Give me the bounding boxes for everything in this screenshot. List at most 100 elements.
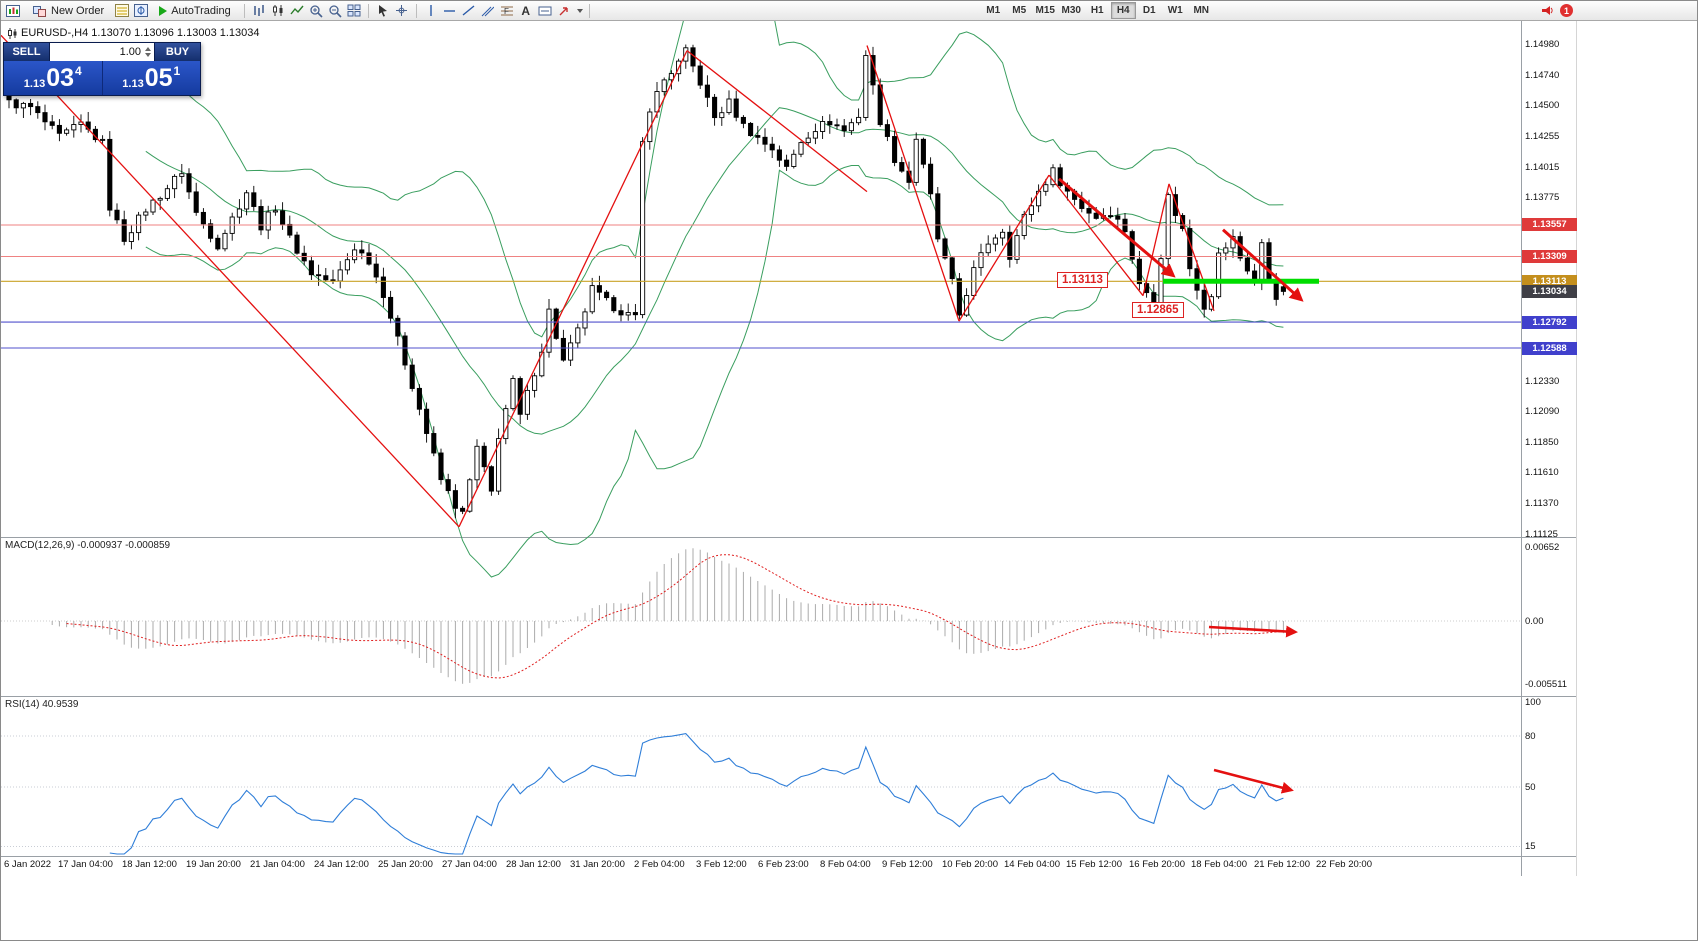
level-price-badge: 1.13309 — [1522, 249, 1577, 263]
alert-icon[interactable] — [1539, 3, 1555, 19]
time-tick-label: 21 Jan 04:00 — [250, 859, 305, 870]
volume-down-icon[interactable] — [145, 53, 151, 57]
symbol-chart-icon — [8, 27, 17, 39]
timeframe-h1[interactable]: H1 — [1090, 5, 1104, 16]
level-price-badge: 1.12792 — [1522, 315, 1577, 329]
text-tool-icon[interactable]: A — [518, 3, 534, 19]
macd-tick-label: 0.00 — [1525, 616, 1544, 627]
vertical-line-icon[interactable] — [423, 3, 439, 19]
time-tick-label: 14 Feb 04:00 — [1004, 859, 1060, 870]
new-order-label: New Order — [51, 4, 105, 17]
sell-price-sup: 4 — [75, 64, 82, 78]
chart-ohlc-header: EURUSD-,H4 1.13070 1.13096 1.13003 1.130… — [7, 27, 260, 39]
zoom-out-icon[interactable] — [327, 3, 343, 19]
autotrading-button[interactable]: AutoTrading — [152, 2, 238, 19]
market-watch-icon[interactable] — [114, 3, 130, 19]
rsi-tick-label: 100 — [1525, 696, 1541, 708]
tile-windows-icon[interactable] — [346, 3, 362, 19]
ohlc-text: EURUSD-,H4 1.13070 1.13096 1.13003 1.130… — [21, 27, 260, 39]
price-tick-label: 1.14500 — [1525, 100, 1560, 112]
buy-price-big: 05 — [144, 64, 173, 92]
time-tick-label: 25 Jan 20:00 — [378, 859, 433, 870]
price-tick-label: 1.12090 — [1525, 406, 1560, 418]
timeframe-mn[interactable]: MN — [1193, 5, 1209, 16]
toolbar: New Order AutoTrading F A M1 M5 M15 — [1, 1, 1697, 21]
cursor-icon[interactable] — [375, 3, 391, 19]
price-tick-label: 1.11370 — [1525, 497, 1559, 509]
time-tick-label: 8 Feb 04:00 — [820, 859, 871, 870]
text-label-icon[interactable] — [537, 3, 553, 19]
svg-text:F: F — [504, 7, 509, 16]
timeframe-h4[interactable]: H4 — [1110, 2, 1136, 19]
time-tick-label: 27 Jan 04:00 — [442, 859, 497, 870]
price-tick-label: 1.13775 — [1525, 192, 1560, 204]
arrow-tools-caret-icon[interactable] — [576, 8, 583, 13]
price-tick-label: 1.14255 — [1525, 131, 1560, 143]
timeframe-m30[interactable]: M30 — [1061, 5, 1081, 16]
rsi-label: RSI(14) 40.9539 — [5, 699, 79, 710]
one-click-trade-panel: SELL 1.00 BUY 1.13 03 4 1.13 05 1 — [3, 42, 201, 96]
new-order-button[interactable]: New Order — [24, 2, 111, 19]
buy-price[interactable]: 1.13 05 1 — [101, 61, 201, 95]
new-order-icon — [31, 3, 47, 19]
sell-price[interactable]: 1.13 03 4 — [4, 61, 102, 95]
time-tick-label: 6 Feb 23:00 — [758, 859, 809, 870]
horizontal-line-icon[interactable] — [442, 3, 458, 19]
price-tick-label: 1.12330 — [1525, 375, 1560, 387]
toolbar-separator — [243, 3, 245, 18]
time-tick-label: 19 Jan 20:00 — [186, 859, 241, 870]
timeframe-m1[interactable]: M1 — [986, 5, 1001, 16]
price-tick-label: 1.11125 — [1525, 528, 1558, 540]
timeframe-d1[interactable]: D1 — [1142, 5, 1156, 16]
equidistant-channel-icon[interactable] — [480, 3, 496, 19]
time-tick-label: 28 Jan 12:00 — [506, 859, 561, 870]
rsi-tick-label: 80 — [1525, 730, 1536, 742]
time-tick-label: 9 Feb 12:00 — [882, 859, 933, 870]
bar-chart-icon[interactable] — [251, 3, 267, 19]
volume-input[interactable]: 1.00 — [49, 43, 155, 61]
level-price-badge: 1.13113 — [1522, 274, 1577, 288]
price-tick-label: 1.11850 — [1525, 436, 1559, 448]
time-tick-label: 3 Feb 12:00 — [696, 859, 747, 870]
fibonacci-icon[interactable]: F — [499, 3, 515, 19]
time-tick-label: 10 Feb 20:00 — [942, 859, 998, 870]
navigator-icon[interactable] — [133, 3, 149, 19]
time-tick-label: 6 Jan 2022 — [4, 859, 52, 870]
buy-button[interactable]: BUY — [155, 43, 200, 61]
notification-badge[interactable]: 1 — [1560, 4, 1573, 17]
candlestick-chart-icon[interactable] — [270, 3, 286, 19]
price-callout: 1.13113 — [1057, 272, 1108, 288]
time-tick-label: 2 Feb 04:00 — [634, 859, 685, 870]
price-tick-label: 1.14015 — [1525, 161, 1560, 173]
time-tick-label: 18 Jan 12:00 — [122, 859, 177, 870]
level-price-badge: 1.13557 — [1522, 218, 1577, 232]
timeframe-m5[interactable]: M5 — [1012, 5, 1027, 16]
price-tick-label: 1.14980 — [1525, 39, 1560, 51]
volume-stepper[interactable] — [145, 47, 151, 57]
arrow-tools-icon[interactable] — [556, 3, 572, 19]
timeframe-w1[interactable]: W1 — [1167, 5, 1183, 16]
time-tick-label: 31 Jan 20:00 — [570, 859, 625, 870]
price-callout: 1.12865 — [1132, 302, 1184, 318]
timeframe-m15[interactable]: M15 — [1035, 5, 1055, 16]
sell-price-small: 1.13 — [23, 78, 46, 90]
level-price-badge: 1.12588 — [1522, 341, 1577, 355]
toolbar-separator — [415, 3, 417, 18]
toolbar-separator — [367, 3, 369, 18]
new-chart-icon[interactable] — [5, 3, 21, 19]
volume-value: 1.00 — [119, 46, 141, 58]
trendline-icon[interactable] — [461, 3, 477, 19]
sell-button[interactable]: SELL — [4, 43, 49, 61]
zoom-in-icon[interactable] — [308, 3, 324, 19]
time-tick-label: 21 Feb 12:00 — [1254, 859, 1310, 870]
line-chart-icon[interactable] — [289, 3, 305, 19]
time-axis[interactable]: 6 Jan 2022 17 Jan 04:00 18 Jan 12:00 19 Jan… — [1, 859, 1576, 873]
autotrading-label: AutoTrading — [171, 4, 231, 17]
toolbar-separator — [588, 3, 590, 18]
volume-up-icon[interactable] — [145, 47, 151, 51]
macd-tick-label: -0.005511 — [1525, 678, 1568, 690]
price-tick-label: 1.11610 — [1525, 467, 1559, 479]
crosshair-icon[interactable] — [394, 3, 410, 19]
